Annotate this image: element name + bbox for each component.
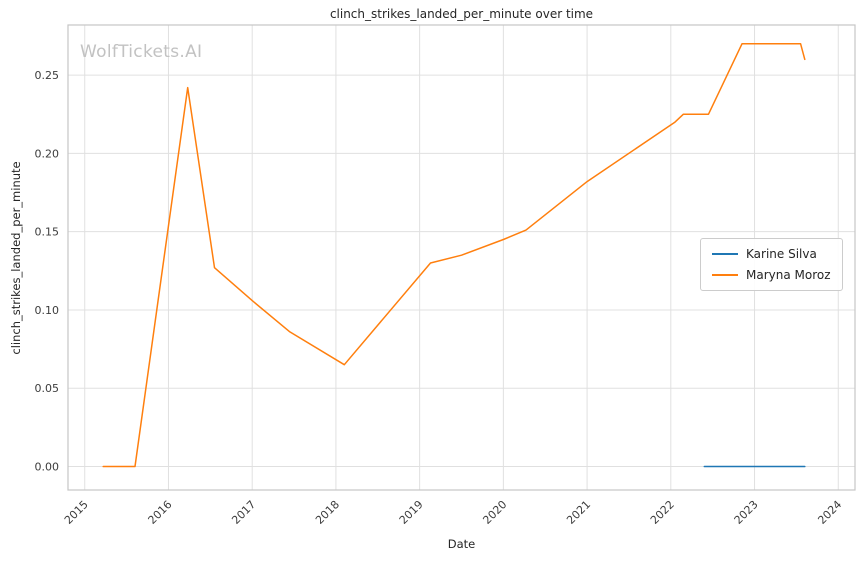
y-tick-label: 0.10	[35, 304, 60, 317]
y-tick-label: 0.05	[35, 382, 60, 395]
x-axis-label: Date	[447, 537, 476, 551]
x-tick-label: 2015	[62, 498, 91, 527]
legend-item-karine-silva: Karine Silva	[712, 247, 831, 261]
x-tick-label: 2024	[815, 498, 844, 527]
legend: Karine Silva Maryna Moroz	[700, 238, 843, 291]
legend-line-swatch-orange	[712, 274, 738, 276]
watermark: WolfTickets.AI	[80, 42, 203, 62]
plot-border	[67, 24, 856, 491]
x-tick-label: 2016	[146, 498, 175, 527]
legend-line-swatch-blue	[712, 253, 738, 255]
x-tick-label: 2017	[229, 498, 258, 527]
x-tick-label: 2021	[564, 498, 593, 527]
x-tick-label: 2023	[732, 498, 761, 527]
x-tick-label: 2020	[480, 498, 509, 527]
series-line-maryna-moroz	[102, 43, 806, 468]
x-tick-label: 2022	[648, 498, 677, 527]
legend-label: Karine Silva	[746, 247, 817, 261]
x-tick-label: 2018	[313, 498, 342, 527]
legend-label: Maryna Moroz	[746, 268, 831, 282]
chart-title: clinch_strikes_landed_per_minute over ti…	[329, 7, 594, 21]
x-tick-label: 2019	[397, 498, 426, 527]
y-tick-label: 0.00	[35, 461, 60, 474]
y-axis-label: clinch_strikes_landed_per_minute	[9, 161, 23, 355]
y-tick-label: 0.15	[35, 226, 60, 239]
y-tick-label: 0.20	[35, 147, 60, 160]
y-tick-label: 0.25	[35, 69, 60, 82]
legend-item-maryna-moroz: Maryna Moroz	[712, 268, 831, 282]
